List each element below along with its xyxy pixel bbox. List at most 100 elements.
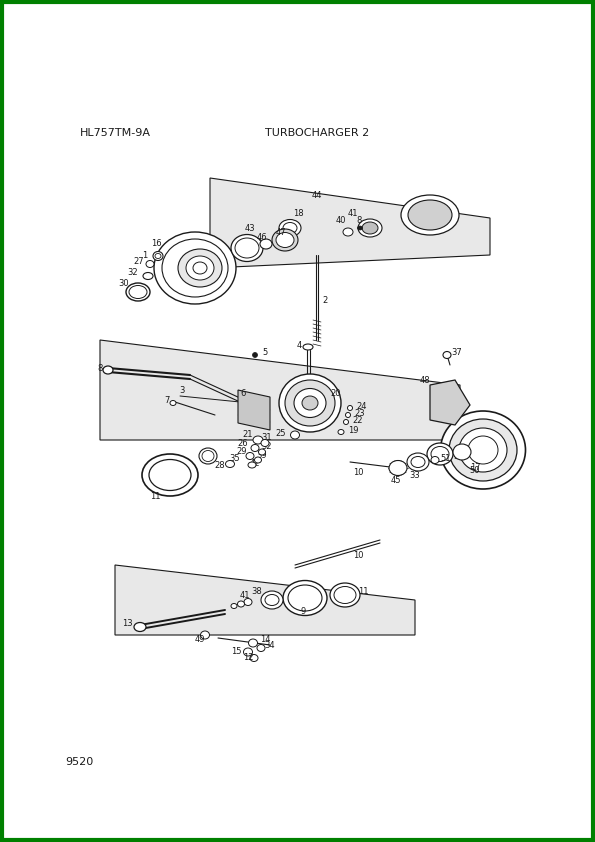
- Text: 14: 14: [260, 636, 270, 644]
- Text: 35: 35: [230, 454, 240, 462]
- Text: 29: 29: [236, 446, 247, 456]
- Ellipse shape: [146, 260, 154, 268]
- Text: 49: 49: [195, 636, 205, 644]
- Text: 51: 51: [440, 454, 450, 462]
- Text: 8: 8: [98, 364, 103, 372]
- Ellipse shape: [449, 419, 517, 481]
- Ellipse shape: [129, 285, 147, 299]
- Ellipse shape: [261, 440, 269, 446]
- Ellipse shape: [411, 456, 425, 467]
- Polygon shape: [115, 565, 415, 635]
- Ellipse shape: [431, 446, 449, 461]
- Ellipse shape: [302, 396, 318, 410]
- Ellipse shape: [431, 456, 439, 463]
- Ellipse shape: [443, 351, 451, 359]
- Ellipse shape: [303, 344, 313, 350]
- Ellipse shape: [199, 448, 217, 464]
- Text: 19: 19: [348, 425, 359, 434]
- Text: 16: 16: [151, 238, 161, 248]
- Ellipse shape: [468, 436, 498, 464]
- Ellipse shape: [288, 585, 322, 611]
- Text: 50: 50: [469, 466, 480, 475]
- Ellipse shape: [149, 460, 191, 491]
- Ellipse shape: [260, 239, 272, 249]
- Ellipse shape: [162, 239, 228, 297]
- Text: 44: 44: [312, 190, 322, 200]
- Ellipse shape: [244, 599, 252, 605]
- Ellipse shape: [358, 226, 362, 230]
- Text: 10: 10: [353, 551, 364, 559]
- Ellipse shape: [294, 388, 326, 418]
- Text: 10: 10: [353, 467, 364, 477]
- Text: TURBOCHARGER 2: TURBOCHARGER 2: [265, 128, 369, 138]
- Ellipse shape: [250, 654, 258, 662]
- Text: 11: 11: [150, 492, 160, 500]
- Ellipse shape: [202, 450, 214, 461]
- Ellipse shape: [407, 453, 429, 471]
- Polygon shape: [430, 380, 470, 425]
- Ellipse shape: [201, 631, 209, 639]
- Ellipse shape: [243, 648, 252, 656]
- Text: 38: 38: [453, 451, 464, 461]
- Ellipse shape: [170, 401, 176, 406]
- Text: 41: 41: [240, 591, 250, 600]
- Ellipse shape: [285, 380, 335, 426]
- Text: 17: 17: [469, 462, 480, 472]
- Text: 26: 26: [237, 439, 248, 447]
- Text: 28: 28: [214, 461, 225, 470]
- Ellipse shape: [346, 413, 350, 418]
- Ellipse shape: [178, 249, 222, 287]
- Ellipse shape: [258, 449, 265, 455]
- Ellipse shape: [237, 601, 245, 607]
- Ellipse shape: [265, 594, 279, 605]
- Ellipse shape: [231, 604, 237, 609]
- Ellipse shape: [358, 219, 382, 237]
- Text: HL757TM-9A: HL757TM-9A: [80, 128, 151, 138]
- Ellipse shape: [142, 454, 198, 496]
- Ellipse shape: [126, 283, 150, 301]
- Text: 45: 45: [391, 476, 401, 484]
- Text: 52: 52: [262, 441, 273, 450]
- Ellipse shape: [193, 262, 207, 274]
- Ellipse shape: [459, 428, 507, 472]
- Text: 27: 27: [134, 257, 145, 265]
- Ellipse shape: [283, 580, 327, 616]
- Text: 3: 3: [180, 386, 185, 395]
- Text: 32: 32: [128, 268, 138, 276]
- Ellipse shape: [276, 232, 294, 248]
- Polygon shape: [100, 340, 460, 440]
- Text: 6: 6: [240, 388, 246, 397]
- Ellipse shape: [155, 253, 161, 258]
- Ellipse shape: [440, 411, 525, 489]
- Ellipse shape: [246, 452, 254, 460]
- Text: 5: 5: [262, 348, 267, 356]
- Ellipse shape: [134, 622, 146, 632]
- Text: 30: 30: [118, 279, 129, 287]
- Ellipse shape: [249, 639, 258, 647]
- Ellipse shape: [253, 436, 263, 444]
- Ellipse shape: [153, 252, 163, 260]
- Text: 12: 12: [243, 653, 253, 662]
- Text: 37: 37: [451, 348, 462, 356]
- Text: 4: 4: [297, 340, 302, 349]
- Ellipse shape: [347, 406, 352, 411]
- Ellipse shape: [252, 353, 258, 358]
- Ellipse shape: [226, 461, 234, 467]
- Text: 2: 2: [322, 296, 327, 305]
- Text: 22: 22: [352, 415, 362, 424]
- Ellipse shape: [427, 443, 453, 465]
- Text: 34: 34: [265, 641, 275, 649]
- Text: 46: 46: [256, 232, 267, 242]
- Ellipse shape: [389, 461, 407, 476]
- Ellipse shape: [401, 195, 459, 235]
- Text: 18: 18: [293, 209, 303, 217]
- Ellipse shape: [255, 457, 261, 463]
- Text: 13: 13: [123, 620, 133, 628]
- Text: 21: 21: [243, 429, 253, 439]
- Ellipse shape: [343, 228, 353, 236]
- Text: 31: 31: [262, 433, 273, 441]
- Text: 43: 43: [245, 223, 255, 232]
- Text: 20: 20: [330, 388, 340, 397]
- Ellipse shape: [186, 256, 214, 280]
- Ellipse shape: [338, 429, 344, 434]
